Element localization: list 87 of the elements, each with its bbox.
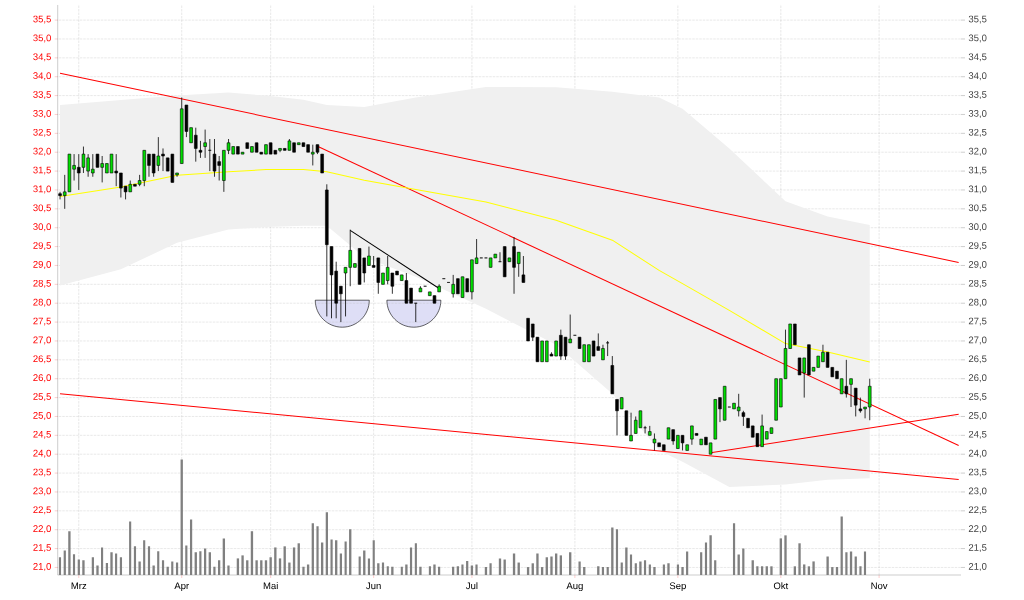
y-tick-label: 30,0 [33,223,51,232]
y-tick-label: 24,5 [33,430,51,439]
y-tick-label: 21,0 [33,563,51,571]
candlestick [460,276,465,298]
y-tick-label: 28,5 [33,279,51,288]
x-tick-label: Mai [263,582,278,590]
y2-tick-label: 31,5 [968,166,987,175]
y2-tick-label: 35,0 [968,34,987,43]
y2-tick-label: 29,0 [968,261,987,269]
y2-tick-label: 26,5 [968,355,987,364]
y2-tick-label: 28,0 [968,298,987,307]
line-series [59,169,871,363]
y2-tick-label: 21,0 [968,563,987,571]
x-tick-label: Mrz [71,582,87,590]
candlestick [385,255,390,285]
y2-tick-label: 29,5 [968,242,987,251]
y-tick-label: 30,5 [33,204,51,213]
candlestick [109,153,114,174]
candlestick [844,359,849,398]
y2-tick-label: 32,0 [968,147,987,156]
y-tick-label: 27,0 [33,336,51,345]
candlestick [858,397,863,414]
y2-tick-label: 31,0 [968,185,987,194]
candlestick [212,138,217,178]
y2-tick-label: 33,5 [968,91,987,100]
y-tick-label: 33,0 [33,110,51,118]
candlestick [208,138,212,172]
y2-tick-label: 30,0 [968,223,987,232]
x-tick-label: Jun [366,582,381,590]
y-tick-label: 35,5 [33,15,51,24]
y2-tick-label: 24,5 [968,430,987,439]
y-tick-label: 26,0 [33,374,51,383]
y2-tick-label: 30,5 [968,204,987,213]
x-tick-label: Apr [174,582,189,592]
y2-tick-label: 25,0 [968,412,987,420]
y-tick-label: 21,5 [33,544,51,552]
y2-tick-label: 34,5 [968,53,987,62]
y-tick-label: 24,0 [33,449,51,458]
y2-tick-label: 22,5 [968,506,987,515]
candlestick [563,336,568,361]
candlestick [81,146,86,174]
y-tick-label: 28,0 [33,298,51,307]
y2-tick-label: 23,5 [968,468,987,477]
candlestick [151,153,156,178]
y-tick-label: 26,5 [33,355,51,364]
y2-tick-label: 26,0 [968,374,987,383]
candlestick [854,387,858,417]
y-tick-label: 32,5 [33,128,51,137]
y-tick-label: 22,0 [33,525,51,534]
y2-tick-label: 34,0 [968,72,987,81]
y2-tick-label: 25,5 [968,393,987,401]
y2-tick-label: 21,5 [968,544,987,552]
x-tick-label: Jul [465,582,478,590]
y-tick-label: 32,0 [33,147,51,156]
y-tick-label: 25,0 [33,412,51,420]
y2-tick-label: 23,0 [968,487,987,496]
y-tick-label: 34,0 [33,72,51,81]
y-tick-label: 29,0 [33,261,51,269]
candlestick [849,378,853,408]
y-tick-label: 27,5 [33,317,51,326]
candlestick [320,153,324,174]
x-tick-label: Sep [669,582,686,592]
candlestick [605,340,610,357]
y2-tick-label: 35,5 [968,15,987,24]
y-tick-label: 33,5 [33,91,51,100]
y-tick-label: 34,5 [33,53,51,62]
candlestick [156,136,161,172]
x-tick-label: Aug [566,582,583,592]
y-tick-label: 23,5 [33,468,51,477]
y2-tick-label: 33,0 [968,110,987,118]
y-tick-label: 29,5 [33,242,51,251]
x-tick-label: Okt [773,582,789,590]
y-tick-label: 35,0 [33,34,51,43]
y-tick-label: 22,5 [33,506,51,515]
candlestick [736,393,741,417]
y-tick-label: 31,0 [33,185,51,194]
y2-tick-label: 22,0 [968,525,987,534]
y2-tick-label: 24,0 [968,449,987,458]
x-tick-label: Nov [871,582,888,590]
y-tick-label: 31,5 [33,166,51,175]
y2-tick-label: 27,5 [968,317,987,326]
y-tick-label: 23,0 [33,487,51,496]
y-tick-label: 25,5 [33,393,51,401]
y2-tick-label: 27,0 [968,336,987,345]
y2-tick-label: 32,5 [968,128,987,137]
candlestick [521,255,526,283]
y2-tick-label: 28,5 [968,279,987,288]
